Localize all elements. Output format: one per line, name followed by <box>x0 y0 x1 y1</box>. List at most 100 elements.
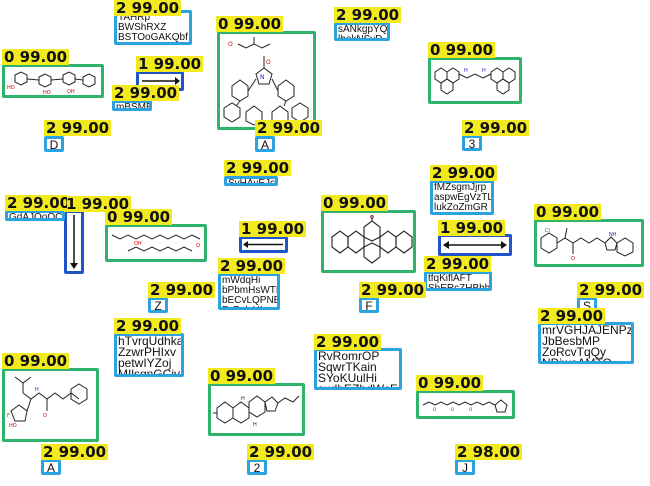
score-badge: 1 99.00 <box>136 55 204 73</box>
score-badge: 1 99.00 <box>239 220 307 238</box>
label-box-3: 3 <box>462 135 482 151</box>
text-line: SYoKUulHi <box>318 371 377 385</box>
svg-text:N: N <box>260 74 265 81</box>
label-text: Z <box>154 299 162 313</box>
molecule-structure-icon: OH O <box>111 234 201 252</box>
molecule-box-phenyl-ether: HO HO OH <box>2 64 104 98</box>
label-box-D: D <box>44 136 64 152</box>
text-line: petwIYZoj <box>118 356 172 370</box>
svg-text:H: H <box>253 422 257 428</box>
score-badge: 0 99.00 <box>321 194 389 212</box>
molecule-box-peptide: HO O H F <box>2 368 99 442</box>
text-line: BWShRXZ <box>118 22 167 33</box>
score-badge: 1 99.00 <box>438 219 506 237</box>
score-badge: 0 99.00 <box>428 41 496 59</box>
text-box-8: tfqKiflAFT ShERcZHBbh <box>424 271 492 291</box>
score-badge: 2 99.00 <box>114 0 182 17</box>
arrow-left-icon <box>243 241 283 248</box>
score-badge: 2 99.00 <box>44 119 112 137</box>
text-line: rBAsyJmci <box>117 43 189 45</box>
svg-text:O: O <box>43 413 47 419</box>
svg-text:O: O <box>469 407 472 412</box>
equilibrium-arrow-icon <box>443 241 507 249</box>
text-line: FvPqlcUI <box>221 306 277 308</box>
molecule-box-indole-amide: Cl NH O <box>534 219 644 267</box>
arrow-right-icon <box>142 77 180 85</box>
molecule-structure-icon: HO HO OH <box>7 71 96 95</box>
score-badge: 2 99.00 <box>41 443 109 461</box>
svg-text:O: O <box>228 41 233 48</box>
text-line: ZoRcvTqQy <box>542 345 607 359</box>
score-badge: 0 99.00 <box>534 203 602 221</box>
score-badge: 0 99.00 <box>216 15 284 33</box>
text-box-3: mBSMB <box>112 100 152 111</box>
score-badge: 1 99.00 <box>64 195 132 213</box>
molecule-structure-icon: O <box>331 215 413 264</box>
arrow-box-down <box>64 210 84 274</box>
text-box-5: fMZsgmJjrp aspwEgVzTL lukZoZmGR bydgulKN <box>430 180 494 215</box>
text-box-2: sANkgpYQG lbekNSyD <box>334 22 390 41</box>
svg-text:HO: HO <box>9 423 17 429</box>
svg-text:HO: HO <box>43 90 51 95</box>
label-box-A: A <box>255 136 275 152</box>
svg-text:Cl: Cl <box>545 228 550 234</box>
molecule-structure-icon: Cl NH O <box>540 227 634 262</box>
text-line: JbBesbMP <box>542 334 601 348</box>
molecule-structure-icon: HO O H F <box>7 376 88 429</box>
score-badge: 2 99.00 <box>148 281 216 299</box>
score-badge: 2 99.00 <box>314 333 382 351</box>
text-box-10: mrVGHJAJENPz JbBesbMP ZoRcvTqQy NDiwaAMT… <box>538 322 634 364</box>
arrow-down-icon <box>70 215 78 269</box>
score-badge: 2 99.00 <box>424 255 492 273</box>
score-badge: 2 99.00 <box>255 119 323 137</box>
label-text: 3 <box>468 137 476 151</box>
text-line: bPbmHsWTD <box>222 285 280 296</box>
score-badge: 2 99.00 <box>334 6 402 24</box>
molecule-box-bis-aryl: O N O <box>217 31 316 130</box>
text-line: ZzwrPHIxv <box>118 345 176 359</box>
label-text: A <box>260 138 269 152</box>
text-line: fMZsgmJjrp <box>434 182 487 193</box>
label-box-F: F <box>359 297 379 313</box>
score-badge: 2 99.00 <box>114 317 182 335</box>
svg-text:HO: HO <box>7 85 15 91</box>
text-line: mrVGHJAJENPz <box>542 323 633 337</box>
svg-text:O: O <box>196 243 200 249</box>
text-line: bydgulKN <box>433 213 491 215</box>
score-badge: 2 99.00 <box>538 307 606 325</box>
score-badge: 0 99.00 <box>416 374 484 392</box>
molecule-structure-icon: HH <box>213 395 300 428</box>
label-text: J <box>462 461 468 475</box>
text-line: hTvrqUdhka <box>118 334 184 348</box>
label-box-Z: Z <box>148 297 168 313</box>
svg-text:H: H <box>35 387 39 393</box>
molecule-structure-icon: O N O <box>223 37 309 126</box>
score-badge: 2 99.00 <box>247 443 315 461</box>
text-line: mBSMB <box>116 102 152 111</box>
molecule-box-polycyclic: O <box>321 210 416 273</box>
svg-text:O: O <box>370 215 374 221</box>
score-badge: 0 99.00 <box>208 367 276 385</box>
text-line: sudbEZbdWcF <box>318 382 398 390</box>
score-badge: 2 99.00 <box>5 195 67 211</box>
arrow-box-left <box>239 236 288 253</box>
molecule-box-long-chain: OH O <box>105 224 207 262</box>
score-badge: 2 99.00 <box>359 281 427 299</box>
label-box-A-2: A <box>41 459 61 475</box>
text-line: BSTOoGAKQbf <box>118 32 188 43</box>
label-text: D <box>49 138 59 152</box>
text-line: lbekNSyD <box>338 34 383 41</box>
score-badge: 2 98.00 <box>455 443 523 461</box>
score-badge: 0 99.00 <box>2 352 70 370</box>
svg-text:NH: NH <box>609 232 617 238</box>
label-text: F <box>365 299 373 313</box>
score-badge: 2 99.00 <box>218 257 286 275</box>
svg-text:O: O <box>433 407 436 412</box>
text-box-4: SvHAyEJcs <box>224 176 278 186</box>
label-box-2: 2 <box>247 459 267 475</box>
score-badge: 2 99.00 <box>462 119 530 137</box>
svg-text:H: H <box>482 68 486 74</box>
